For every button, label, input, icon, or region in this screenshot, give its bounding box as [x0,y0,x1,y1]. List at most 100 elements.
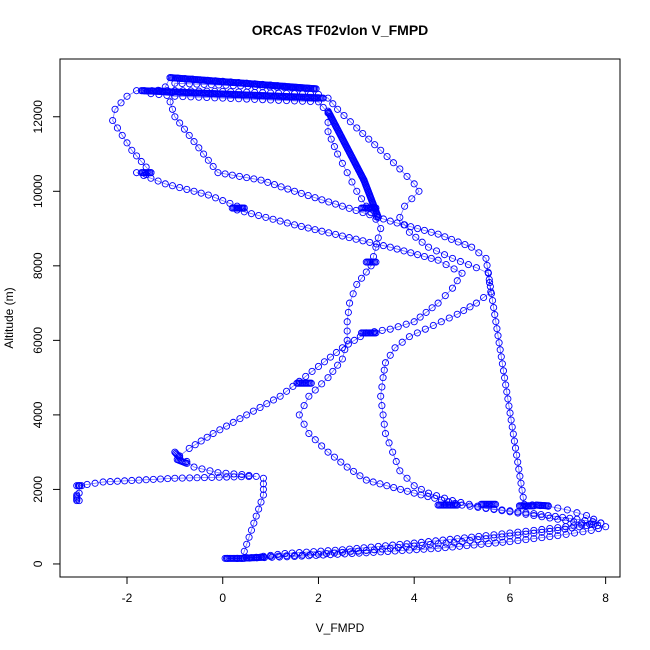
data-point [324,448,332,456]
data-point [466,537,474,545]
data-point [298,552,306,560]
data-point [400,221,408,229]
data-point [414,251,422,259]
data-point [318,227,326,235]
x-tick-label: 0 [219,591,226,605]
data-point [416,313,424,321]
data-point [590,520,598,528]
data-point [223,422,231,430]
data-point [264,178,272,186]
data-point [401,202,409,210]
data-point [516,472,524,480]
data-point [492,539,500,547]
data-point [203,433,211,441]
data-point [307,379,315,387]
data-point [386,351,394,359]
data-point [561,525,569,533]
data-point [379,242,387,250]
data-point [259,480,267,488]
data-point [506,538,514,546]
data-point [247,210,256,218]
data-point [398,338,406,346]
data-point [495,339,503,347]
data-point [334,361,342,369]
data-point [434,230,442,238]
data-point [204,156,212,164]
data-point [389,448,397,456]
data-point [582,511,591,520]
data-point [447,235,456,243]
data-point [340,111,348,120]
data-point [497,353,505,361]
data-point [338,548,346,556]
data-point [222,469,230,477]
data-point [509,430,517,438]
data-point [563,506,571,514]
data-point [434,256,442,264]
data-point [346,299,354,307]
y-tick-label: 8000 [31,252,45,279]
data-point [208,473,216,481]
data-point [424,243,433,251]
data-point [359,129,367,138]
data-point [426,541,434,549]
data-point [183,185,191,193]
data-point [554,526,562,534]
data-point [353,187,361,195]
data-point [413,329,421,337]
data-point [252,472,260,480]
data-point [338,546,346,554]
data-point [374,213,382,221]
data-point [468,243,476,251]
data-point [379,215,387,223]
data-point [380,420,388,428]
data-point [348,549,356,558]
y-tick-label: 12000 [31,100,45,134]
data-point [441,544,449,552]
data-point [562,530,570,538]
data-point [176,454,184,462]
data-point [380,366,388,374]
data-point [318,196,326,204]
data-point [311,226,319,234]
data-point [424,493,432,501]
data-point [166,98,174,106]
data-point [498,533,506,541]
data-point [324,128,332,136]
data-point [490,304,498,312]
data-point [366,211,374,219]
data-point [249,407,257,415]
data-point [470,541,478,549]
data-point [396,467,404,475]
data-point [356,472,364,480]
y-tick-label: 6000 [31,327,45,354]
y-tick-label: 10000 [31,174,45,208]
data-point [414,225,422,233]
data-point [530,510,538,518]
data-point [482,254,490,262]
data-point [427,545,435,553]
data-point [498,360,506,368]
data-point [168,105,177,113]
x-tick-label: -2 [122,591,133,605]
data-point [235,172,244,180]
data-point [190,463,198,471]
data-point [214,169,222,177]
data-point [229,418,237,426]
data-point [221,170,229,178]
data-point [149,475,157,483]
data-point [193,474,201,482]
data-point [407,223,415,231]
data-point [332,230,340,238]
data-point [191,441,199,449]
data-point [290,221,299,229]
data-point [453,310,461,318]
data-point [91,479,99,487]
data-point [434,299,442,307]
data-point [190,138,198,146]
data-point [256,403,264,411]
data-point [304,224,312,232]
data-point [247,526,256,534]
data-point [514,509,522,517]
data-point [237,473,245,481]
